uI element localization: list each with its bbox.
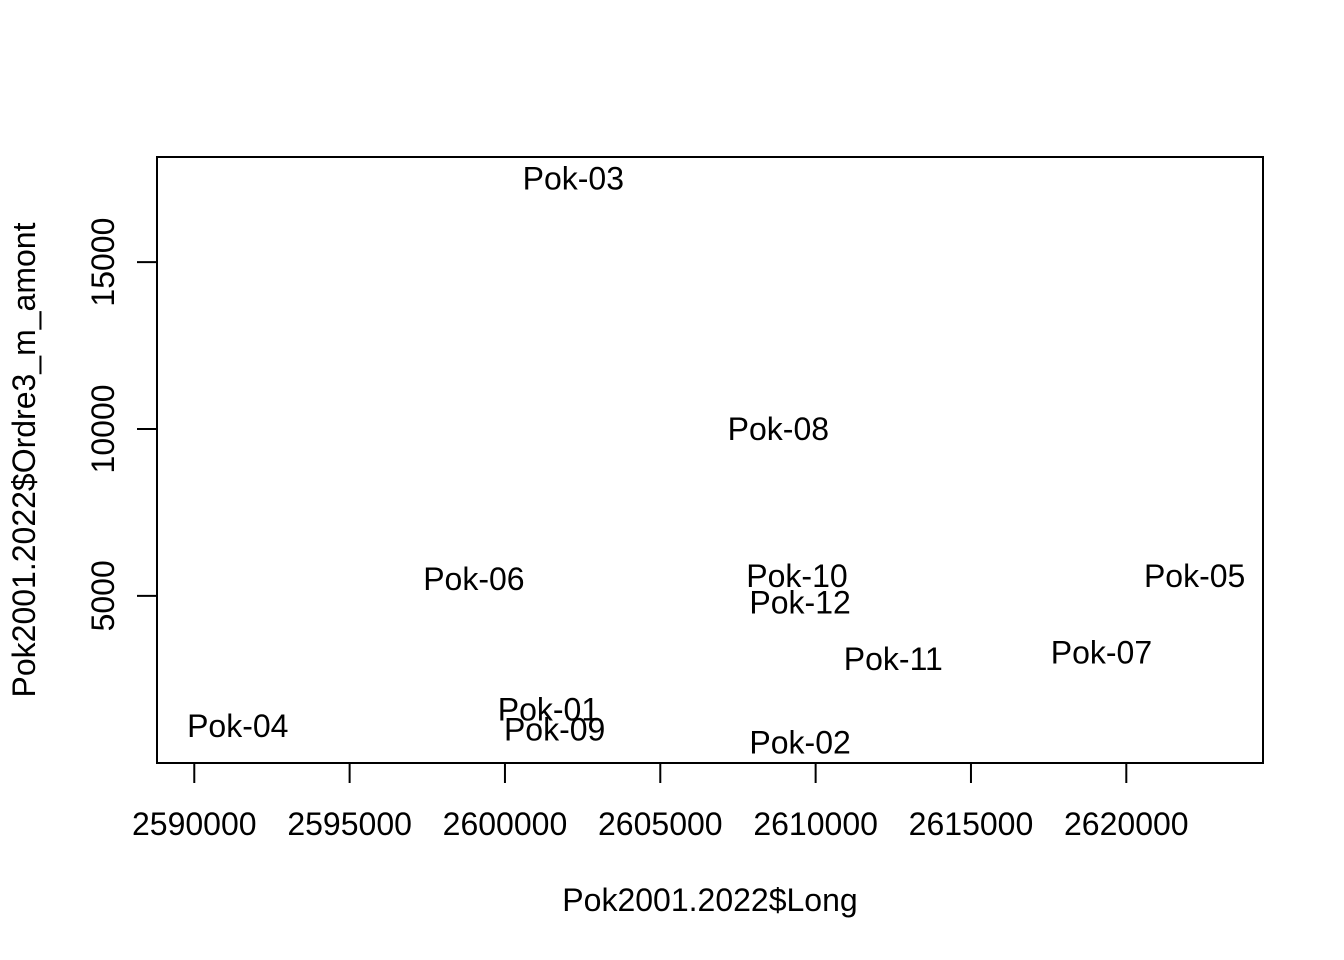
- point-label: Pok-12: [749, 584, 850, 620]
- point-label: Pok-02: [749, 725, 850, 761]
- x-tick-label: 2620000: [1064, 806, 1189, 842]
- x-tick-label: 2610000: [753, 806, 878, 842]
- point-label: Pok-11: [844, 641, 943, 677]
- x-tick-label: 2605000: [598, 806, 723, 842]
- point-label: Pok-10: [746, 558, 847, 594]
- point-label: Pok-01: [498, 691, 599, 727]
- y-tick-label: 15000: [85, 218, 121, 307]
- x-tick-label: 2595000: [287, 806, 412, 842]
- point-label: Pok-06: [423, 561, 524, 597]
- y-tick-label: 5000: [85, 560, 121, 631]
- point-label: Pok-04: [187, 708, 288, 744]
- point-label: Pok-07: [1051, 635, 1152, 671]
- x-tick-label: 2615000: [909, 806, 1034, 842]
- plot-box: [156, 156, 1264, 764]
- y-tick-label: 10000: [85, 384, 121, 473]
- point-label: Pok-08: [728, 411, 829, 447]
- x-tick-label: 2590000: [132, 806, 257, 842]
- point-label: Pok-05: [1144, 558, 1245, 594]
- y-axis-title: Pok2001.2022$Ordre3_m_amont: [6, 222, 42, 697]
- x-axis-title: Pok2001.2022$Long: [562, 882, 857, 918]
- y-axis: 5000 10000 15000: [85, 218, 158, 631]
- point-labels: Pok-01 Pok-02 Pok-03 Pok-04 Pok-05 Pok-06 Pok-…: [187, 161, 1245, 761]
- x-axis: 2590000 2595000 2600000 2605000 2610000 26150…: [132, 762, 1189, 842]
- x-tick-label: 2600000: [443, 806, 568, 842]
- point-label: Pok-03: [523, 161, 624, 197]
- point-label: Pok-09: [504, 711, 605, 747]
